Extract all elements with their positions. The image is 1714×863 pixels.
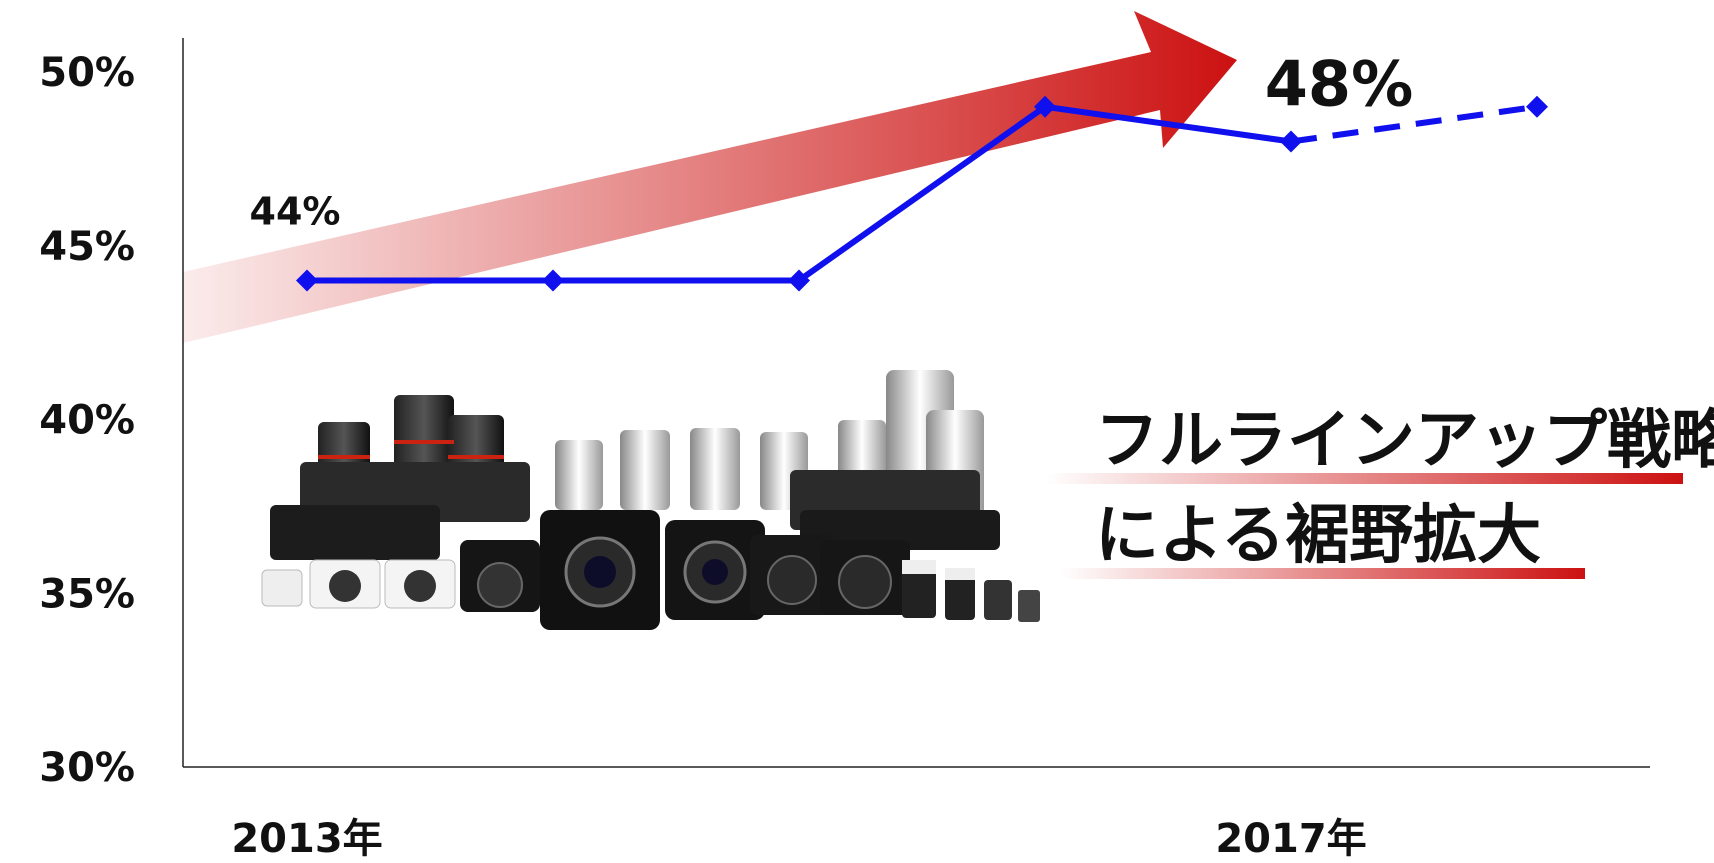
series-line — [296, 95, 1548, 292]
headline-line-1: フルラインアップ戦略 — [1095, 404, 1714, 478]
data-point-marker — [296, 269, 318, 292]
y-tick-label: 40% — [39, 398, 135, 444]
x-tick-labels: 2013年 2017年 — [231, 816, 1366, 862]
data-point-marker — [1280, 130, 1302, 153]
headline-underline-1 — [1045, 473, 1683, 484]
camera-lineup-photo — [261, 370, 1040, 630]
headline-underline-2 — [1060, 568, 1585, 579]
headline-line-2: による裾野拡大 — [1095, 499, 1541, 573]
x-tick-label: 2017年 — [1215, 816, 1366, 862]
y-tick-label: 35% — [39, 571, 135, 617]
headline-annotation: フルラインアップ戦略 による裾野拡大 — [1045, 404, 1714, 579]
data-point-marker — [1034, 95, 1056, 118]
data-labels: 44% 48% — [250, 48, 1414, 234]
x-tick-label: 2013年 — [231, 816, 382, 862]
data-label: 48% — [1265, 48, 1413, 121]
y-tick-label: 45% — [39, 224, 135, 270]
y-tick-labels: 50% 45% 40% 35% 30% — [39, 50, 135, 791]
data-point-marker — [542, 269, 564, 292]
y-tick-label: 30% — [39, 745, 135, 791]
data-point-marker — [1526, 95, 1548, 118]
data-point-marker — [788, 269, 810, 292]
y-tick-label: 50% — [39, 50, 135, 96]
data-label: 44% — [250, 190, 341, 234]
trend-arrow — [183, 11, 1237, 343]
